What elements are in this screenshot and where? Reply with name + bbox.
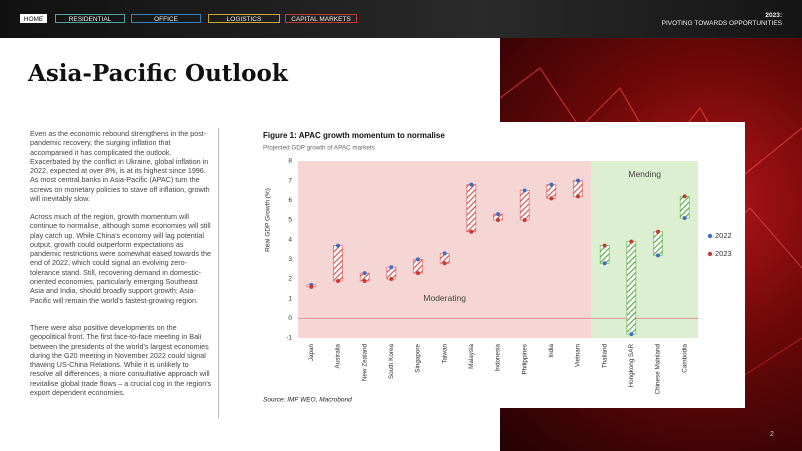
point xyxy=(522,188,527,193)
point xyxy=(416,257,420,262)
point xyxy=(469,229,474,234)
point xyxy=(602,243,607,248)
point xyxy=(496,218,500,222)
point xyxy=(549,196,554,201)
paragraph: Across much of the region, growth moment… xyxy=(30,212,211,305)
x-tick-label: South Korea xyxy=(388,344,395,380)
paragraph: There were also positive developments on… xyxy=(30,323,212,398)
region-label: Moderating xyxy=(423,293,466,303)
paragraph: Even as the economic rebound strengthens… xyxy=(30,129,210,204)
point xyxy=(576,178,580,183)
point xyxy=(442,251,447,256)
range-bar xyxy=(626,241,637,335)
chart: Figure 1: APAC growth momentum to normal… xyxy=(263,131,732,404)
nav-tagline: PIVOTING TOWARDS OPPORTUNITIES xyxy=(661,20,782,27)
region-label: Mending xyxy=(628,169,661,179)
x-tick-label: Vietnam xyxy=(575,344,582,367)
range-bar xyxy=(573,180,583,197)
x-tick-label: Indonesia xyxy=(495,344,502,372)
y-tick-label: 4 xyxy=(288,236,292,243)
chart-panel: Figure 1: APAC growth momentum to normal… xyxy=(248,122,745,408)
page-number: 2 xyxy=(770,431,774,438)
range-bar xyxy=(413,259,423,274)
y-tick-label: 2 xyxy=(288,276,292,283)
x-tick-label: Hongkong SAR xyxy=(628,344,635,388)
point xyxy=(656,253,660,258)
x-tick-label: Taiwan xyxy=(441,344,448,364)
point xyxy=(682,194,687,199)
y-tick-label: 1 xyxy=(288,295,292,302)
y-tick-label: 5 xyxy=(288,217,292,224)
point xyxy=(389,265,394,270)
x-tick-label: India xyxy=(548,344,555,358)
x-tick-label: Singapore xyxy=(415,344,422,373)
page-title: Asia-Pacific Outlook xyxy=(28,60,288,87)
range-bar xyxy=(466,184,477,233)
y-tick-label: 0 xyxy=(288,315,292,322)
x-tick-label: Chinese Mainland xyxy=(655,344,662,395)
point xyxy=(336,278,340,283)
nav-year: 2023: xyxy=(765,12,782,19)
point xyxy=(416,271,420,276)
x-tick-label: Philippines xyxy=(521,344,528,374)
legend-label: 2022 xyxy=(715,231,732,240)
nav-residential[interactable]: RESIDENTIAL xyxy=(55,14,125,23)
point xyxy=(656,229,660,234)
legend-marker xyxy=(707,251,713,257)
point xyxy=(682,216,687,221)
point xyxy=(362,271,367,276)
point xyxy=(389,277,394,281)
range-bar xyxy=(679,196,690,219)
point xyxy=(469,182,474,187)
range-bar xyxy=(653,231,663,256)
range-bar xyxy=(546,184,557,199)
point xyxy=(549,182,554,187)
legend-label: 2023 xyxy=(715,249,732,258)
x-tick-label: Cambodia xyxy=(681,344,688,373)
y-tick-label: 8 xyxy=(288,158,292,165)
point xyxy=(602,261,607,266)
y-tick-label: 7 xyxy=(288,177,292,184)
nav-home[interactable]: HOME xyxy=(20,14,47,23)
x-tick-label: New Zealand xyxy=(361,344,368,382)
region-background xyxy=(298,161,592,338)
legend-marker xyxy=(707,233,713,239)
y-axis-label: Real GDP Growth (%) xyxy=(265,188,272,252)
point xyxy=(336,243,340,248)
point xyxy=(309,284,314,289)
point xyxy=(496,212,500,217)
nav-office[interactable]: OFFICE xyxy=(131,14,201,23)
chart-title: Figure 1: APAC growth momentum to normal… xyxy=(263,131,445,140)
x-tick-label: Japan xyxy=(308,344,315,362)
point xyxy=(629,332,634,337)
y-tick-label: -1 xyxy=(286,335,292,342)
point xyxy=(442,261,447,266)
y-tick-label: 3 xyxy=(288,256,292,263)
chart-source: Source: IMF WEO, Macrobond xyxy=(263,397,352,404)
point xyxy=(362,278,367,283)
divider xyxy=(218,128,219,418)
x-tick-label: Malaysia xyxy=(468,344,475,369)
range-bar xyxy=(599,245,610,264)
chart-subtitle: Projected GDP growth of APAC markets xyxy=(263,145,375,152)
y-tick-label: 6 xyxy=(288,197,292,204)
nav-capital-markets[interactable]: CAPITAL MARKETS xyxy=(285,14,357,23)
point xyxy=(629,239,634,244)
x-tick-label: Australia xyxy=(335,344,342,369)
nav-logistics[interactable]: LOGISTICS xyxy=(208,14,280,23)
x-tick-label: Thailand xyxy=(601,344,608,369)
nav-bar: HOME RESIDENTIAL OFFICE LOGISTICS CAPITA… xyxy=(0,0,802,38)
range-bar xyxy=(333,245,343,282)
point xyxy=(576,194,580,199)
range-bar xyxy=(519,190,530,221)
point xyxy=(522,218,527,222)
